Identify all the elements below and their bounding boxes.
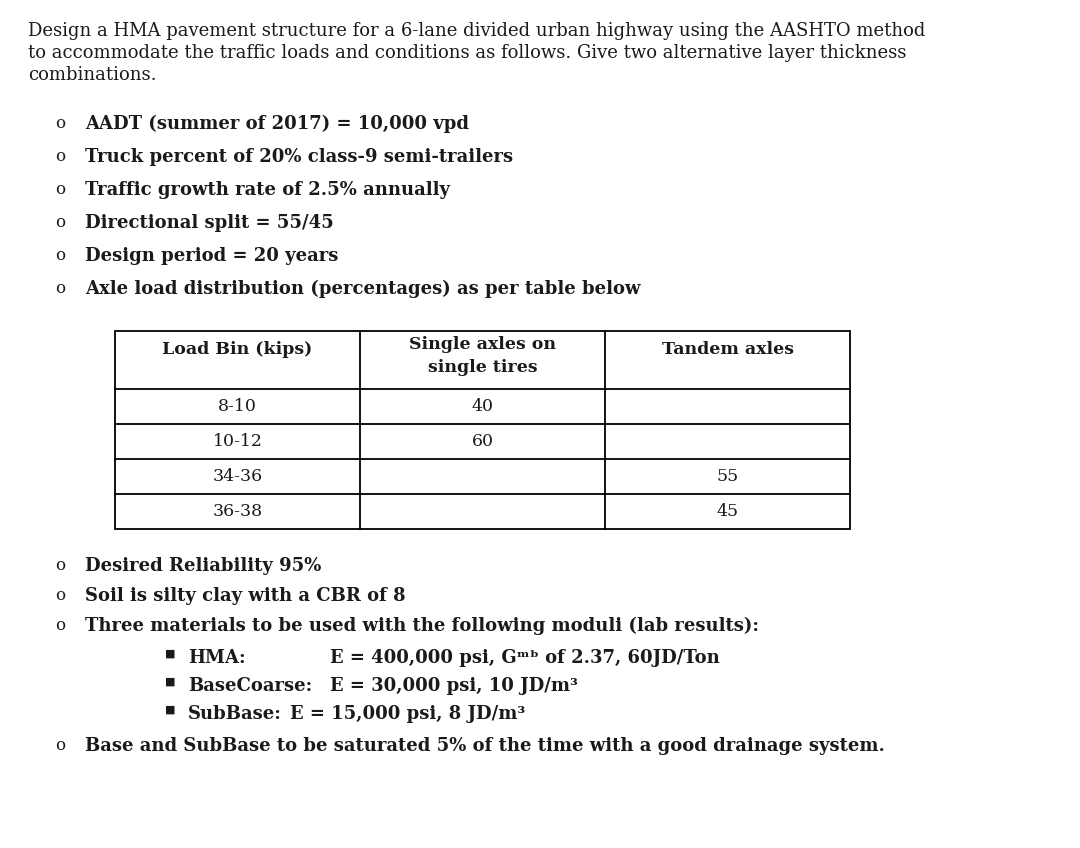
Text: 45: 45	[716, 503, 739, 520]
Text: Load Bin (kips): Load Bin (kips)	[162, 341, 312, 358]
Text: E = 15,000 psi, 8 JD/m³: E = 15,000 psi, 8 JD/m³	[291, 705, 525, 723]
Text: o: o	[55, 214, 65, 231]
Text: BaseCoarse:: BaseCoarse:	[188, 677, 312, 695]
Text: to accommodate the traffic loads and conditions as follows. Give two alternative: to accommodate the traffic loads and con…	[28, 44, 906, 62]
Text: combinations.: combinations.	[28, 66, 157, 84]
Text: Tandem axles: Tandem axles	[661, 341, 794, 358]
Text: 40: 40	[472, 398, 494, 415]
Text: E = 30,000 psi, 10 JD/m³: E = 30,000 psi, 10 JD/m³	[330, 677, 578, 695]
Text: E = 400,000 psi, Gᵐᵇ of 2.37, 60JD/Ton: E = 400,000 psi, Gᵐᵇ of 2.37, 60JD/Ton	[330, 649, 719, 667]
Text: 34-36: 34-36	[213, 468, 262, 485]
Text: 55: 55	[716, 468, 739, 485]
Text: ■: ■	[165, 677, 175, 687]
Text: Design period = 20 years: Design period = 20 years	[85, 247, 338, 265]
Text: o: o	[55, 280, 65, 297]
Text: single tires: single tires	[428, 359, 538, 376]
Text: Design a HMA pavement structure for a 6-lane divided urban highway using the AAS: Design a HMA pavement structure for a 6-…	[28, 22, 926, 40]
Text: AADT (summer of 2017) = 10,000 vpd: AADT (summer of 2017) = 10,000 vpd	[85, 115, 469, 133]
Text: ■: ■	[165, 649, 175, 659]
Text: SubBase:: SubBase:	[188, 705, 282, 723]
Bar	[114, 331, 850, 529]
Text: Truck percent of 20% class-9 semi-trailers: Truck percent of 20% class-9 semi-traile…	[85, 148, 513, 166]
Text: o: o	[55, 737, 65, 754]
Text: 60: 60	[472, 433, 494, 450]
Text: Soil is silty clay with a CBR of 8: Soil is silty clay with a CBR of 8	[85, 587, 406, 605]
Text: Desired Reliability 95%: Desired Reliability 95%	[85, 557, 322, 575]
Text: Axle load distribution (percentages) as per table below: Axle load distribution (percentages) as …	[85, 280, 640, 298]
Text: ■: ■	[165, 705, 175, 715]
Text: o: o	[55, 587, 65, 604]
Text: o: o	[55, 148, 65, 165]
Text: o: o	[55, 115, 65, 132]
Text: Base and SubBase to be saturated 5% of the time with a good drainage system.: Base and SubBase to be saturated 5% of t…	[85, 737, 885, 755]
Text: 36-38: 36-38	[213, 503, 262, 520]
Text: o: o	[55, 617, 65, 634]
Text: Directional split = 55/45: Directional split = 55/45	[85, 214, 334, 232]
Text: HMA:: HMA:	[188, 649, 245, 667]
Text: o: o	[55, 181, 65, 198]
Text: Traffic growth rate of 2.5% annually: Traffic growth rate of 2.5% annually	[85, 181, 450, 199]
Text: 10-12: 10-12	[213, 433, 262, 450]
Text: o: o	[55, 247, 65, 264]
Text: Three materials to be used with the following moduli (lab results):: Three materials to be used with the foll…	[85, 617, 759, 635]
Text: o: o	[55, 557, 65, 574]
Text: Single axles on: Single axles on	[409, 336, 556, 353]
Text: 8-10: 8-10	[218, 398, 257, 415]
